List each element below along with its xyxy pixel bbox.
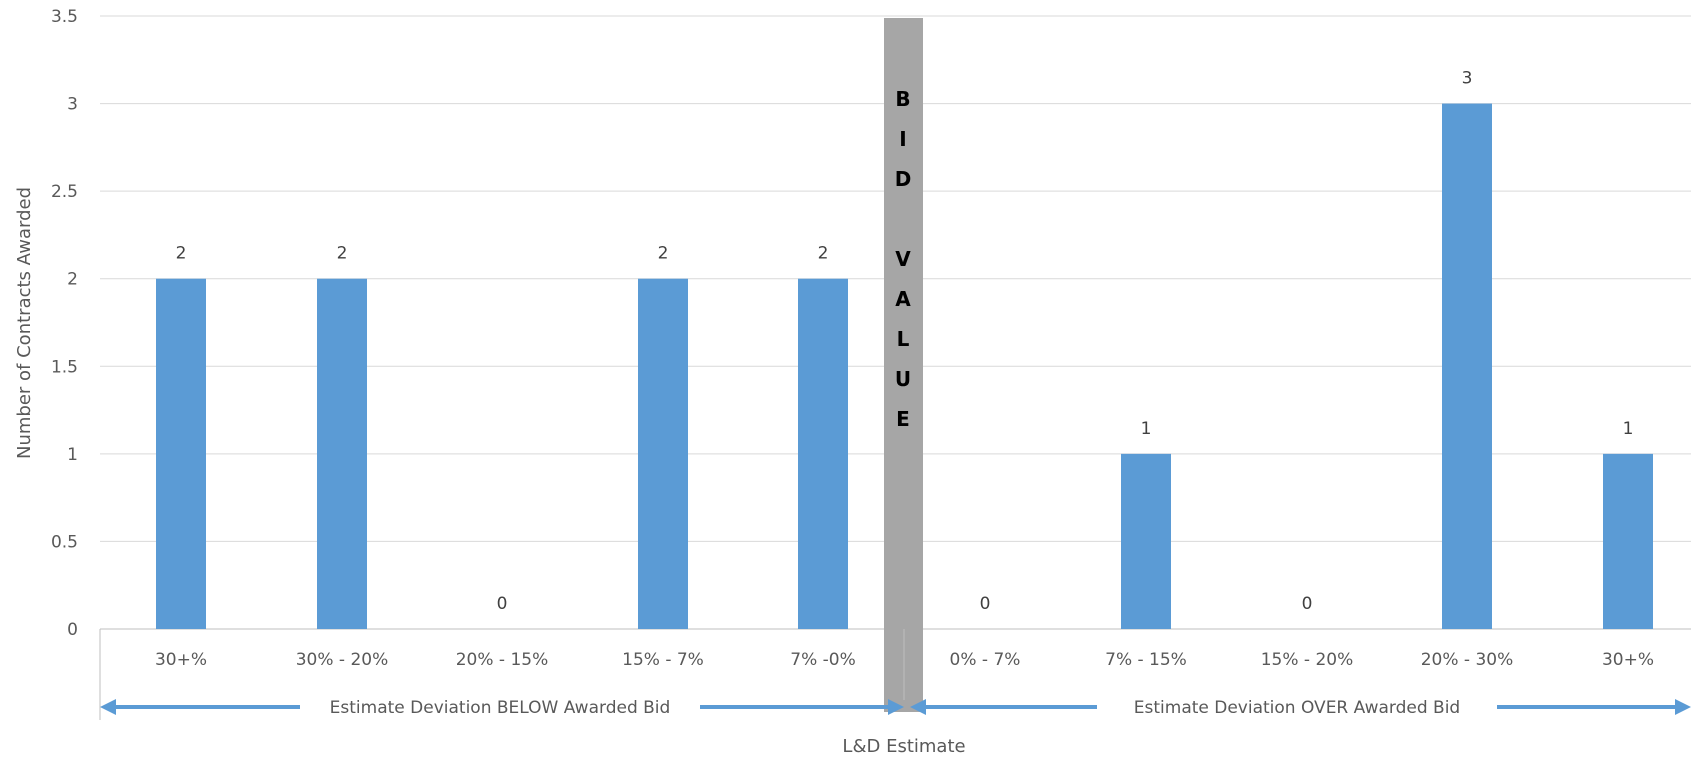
category-label: 20% - 15%	[456, 650, 549, 670]
over-span-arrowhead-right	[1675, 699, 1691, 715]
category-label: 0% - 7%	[950, 650, 1021, 670]
y-axis-title: Number of Contracts Awarded	[14, 187, 35, 459]
x-axis-title: L&D Estimate	[842, 736, 965, 757]
category-label: 15% - 7%	[622, 650, 704, 670]
data-label: 0	[497, 594, 508, 614]
data-label: 2	[818, 244, 829, 264]
data-label: 1	[1141, 419, 1152, 439]
bar	[1603, 453, 1653, 629]
y-tick-labels: 0 0.5 1 1.5 2 2.5 3 3.5	[51, 7, 78, 640]
divider-letter: D	[895, 167, 912, 191]
divider-letter: A	[895, 287, 911, 311]
divider-letter: I	[899, 127, 906, 151]
over-span-arrowhead-left	[910, 699, 926, 715]
bar	[156, 278, 206, 629]
y-tick-label: 3	[67, 95, 78, 115]
below-span-arrowhead-left	[100, 699, 116, 715]
bar	[798, 278, 848, 629]
divider-bar	[884, 18, 923, 712]
y-tick-label: 2.5	[51, 182, 78, 202]
data-label: 3	[1462, 69, 1473, 89]
data-label: 0	[1302, 594, 1313, 614]
category-label: 20% - 30%	[1421, 650, 1514, 670]
data-label: 1	[1623, 419, 1634, 439]
data-label: 0	[980, 594, 991, 614]
over-span-label: Estimate Deviation OVER Awarded Bid	[1134, 698, 1460, 718]
data-label: 2	[176, 244, 187, 264]
divider-letter: E	[896, 407, 910, 431]
y-tick-label: 0.5	[51, 532, 78, 552]
category-label: 7% -0%	[790, 650, 855, 670]
data-label: 2	[337, 244, 348, 264]
below-span-arrowhead-right	[888, 699, 904, 715]
x-axis	[99, 629, 905, 720]
category-label: 30+%	[1602, 650, 1654, 670]
category-label: 15% - 20%	[1261, 650, 1354, 670]
y-tick-label: 3.5	[51, 7, 78, 27]
category-label: 30% - 20%	[296, 650, 389, 670]
data-labels: 2 2 0 2 2 0 1 0 3 1	[176, 69, 1634, 614]
bar	[638, 278, 688, 629]
y-tick-label: 0	[67, 620, 78, 640]
bar	[1442, 103, 1492, 630]
bars	[156, 103, 1653, 630]
bar	[1121, 453, 1171, 629]
over-span-label-bg	[1097, 694, 1497, 720]
bar	[317, 278, 367, 629]
divider-letter: L	[897, 327, 910, 351]
category-label: 30+%	[155, 650, 207, 670]
divider-letter: V	[895, 247, 911, 271]
group-span-arrows: Estimate Deviation BELOW Awarded Bid Esti…	[100, 694, 1691, 720]
y-tick-label: 1	[67, 445, 78, 465]
below-span-label-bg	[300, 694, 700, 720]
y-tick-label: 1.5	[51, 357, 78, 377]
y-tick-label: 2	[67, 270, 78, 290]
category-labels: 30+% 30% - 20% 20% - 15% 15% - 7% 7% -0% 0% -…	[155, 650, 1654, 670]
divider-letter: B	[895, 87, 910, 111]
category-label: 7% - 15%	[1105, 650, 1187, 670]
divider-letter: U	[895, 367, 911, 391]
below-span-label: Estimate Deviation BELOW Awarded Bid	[330, 698, 671, 718]
data-label: 2	[658, 244, 669, 264]
